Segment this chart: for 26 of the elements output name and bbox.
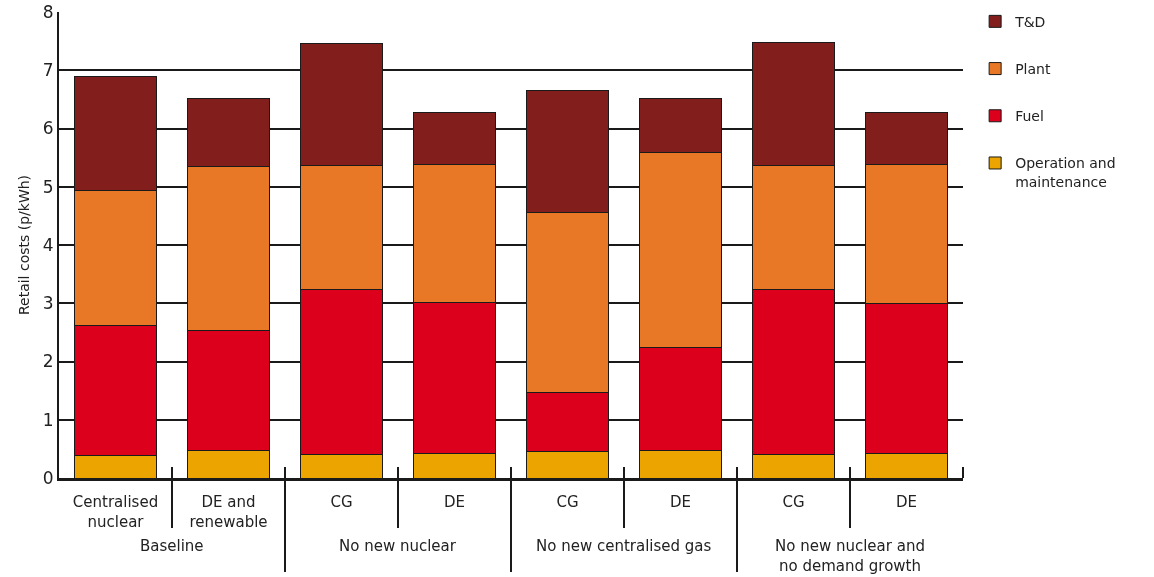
legend-label: T&D bbox=[1014, 13, 1046, 30]
x-tick-label: CG bbox=[782, 493, 805, 511]
y-axis-title: Retail costs (p/kWh) bbox=[15, 174, 32, 316]
y-tick-label: 2 bbox=[42, 351, 54, 372]
text: No new nuclear and no demand growth bbox=[775, 537, 925, 575]
y-tick-label: 1 bbox=[42, 409, 54, 430]
y-tick-label: 3 bbox=[42, 293, 54, 314]
y-tick-label: 7 bbox=[42, 60, 54, 81]
y-tick-label: 4 bbox=[42, 234, 54, 255]
legend-label: Plant bbox=[1015, 61, 1051, 78]
y-tick-label: 6 bbox=[42, 118, 54, 139]
legend-label: Operation and maintenance bbox=[1015, 155, 1116, 190]
y-tick-label: 8 bbox=[42, 1, 54, 22]
text: Baseline bbox=[140, 537, 204, 555]
y-tick-label: 0 bbox=[42, 467, 54, 488]
text: No new centralised gas bbox=[536, 537, 712, 555]
x-tick-label: DE and renewable bbox=[189, 493, 268, 531]
x-tick-label: DE bbox=[669, 493, 692, 511]
x-tick-label: DE bbox=[443, 493, 466, 511]
x-tick-label: CG bbox=[330, 493, 353, 511]
text: No new nuclear bbox=[339, 537, 457, 555]
y-tick-label: 5 bbox=[42, 176, 54, 197]
x-tick-label: CG bbox=[556, 493, 579, 511]
x-tick-label: DE bbox=[895, 493, 918, 511]
legend-label: Fuel bbox=[1015, 108, 1044, 125]
x-tick-label: Centralised nuclear bbox=[72, 493, 159, 531]
